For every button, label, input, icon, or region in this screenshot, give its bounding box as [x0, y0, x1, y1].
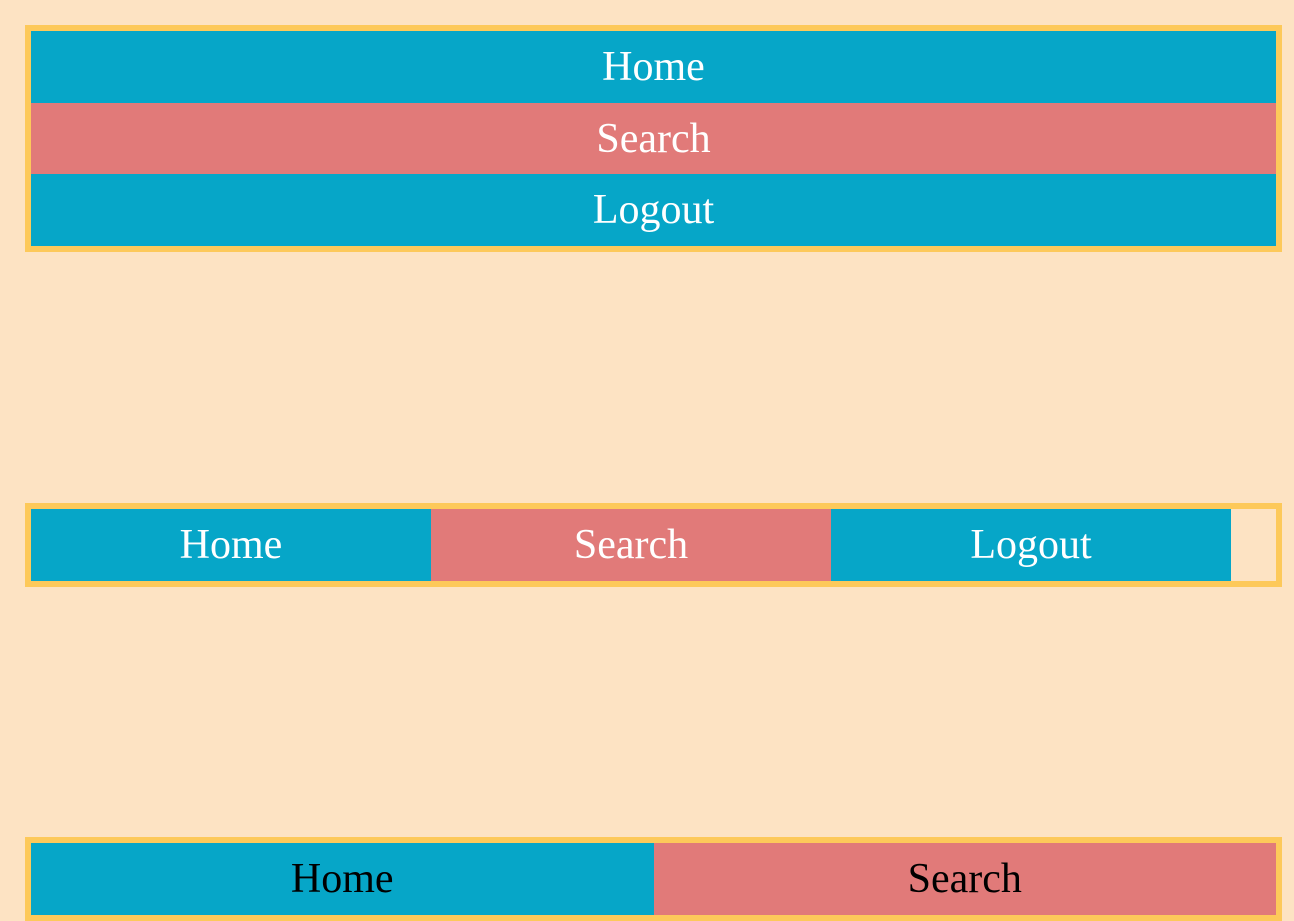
vertical-nav-item-home[interactable]: Home [31, 31, 1276, 103]
horizontal-nav-item-logout[interactable]: Logout [831, 509, 1231, 581]
horizontal-nav-item-home[interactable]: Home [31, 509, 431, 581]
split-nav-item-search[interactable]: Search [653, 843, 1276, 915]
horizontal-nav-menu: Home Search Logout [25, 503, 1282, 587]
split-nav-menu: Home Search [25, 837, 1282, 921]
vertical-nav-item-logout[interactable]: Logout [31, 174, 1276, 247]
split-nav-item-home[interactable]: Home [31, 843, 654, 915]
horizontal-nav-item-search[interactable]: Search [431, 509, 831, 581]
vertical-nav-menu: Home Search Logout [25, 25, 1282, 252]
vertical-nav-item-search[interactable]: Search [31, 102, 1276, 175]
